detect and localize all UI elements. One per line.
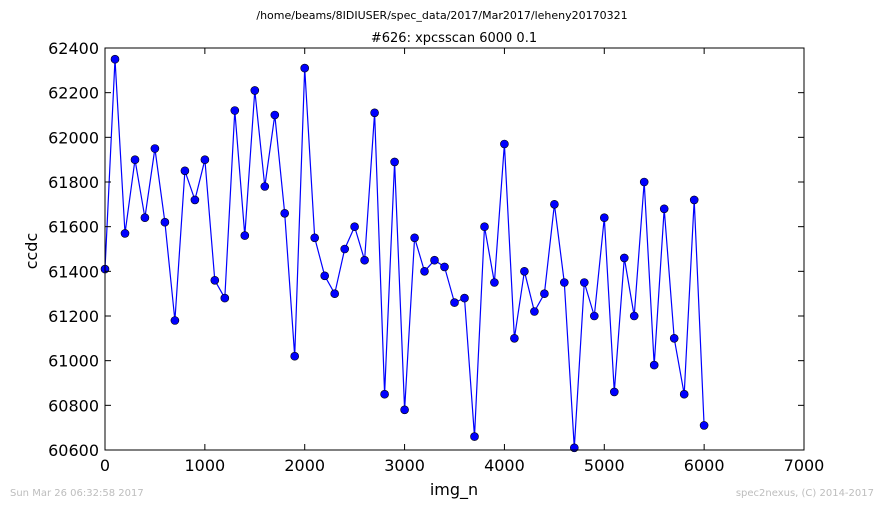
x-tick-label: 1000 <box>184 456 225 475</box>
data-point <box>510 333 519 343</box>
chart-title: #626: xpcsscan 6000 0.1 <box>371 31 537 46</box>
data-point <box>540 289 549 299</box>
data-point <box>689 195 699 205</box>
data-point <box>320 271 330 281</box>
data-point <box>130 155 140 164</box>
data-point <box>170 316 180 325</box>
data-point <box>240 231 250 240</box>
data-point <box>360 255 369 265</box>
x-tick-label: 2000 <box>284 456 325 475</box>
data-point <box>110 54 120 64</box>
data-point <box>400 405 409 415</box>
data-point <box>420 266 429 276</box>
y-tick-label: 61000 <box>48 352 99 371</box>
data-point <box>260 182 270 191</box>
data-point <box>480 222 489 231</box>
data-point <box>120 229 130 238</box>
data-point <box>380 389 389 399</box>
x-tick-label: 0 <box>100 456 110 475</box>
data-point <box>639 177 649 187</box>
data-point <box>599 213 609 222</box>
data-point <box>200 155 210 164</box>
axes-frame <box>104 47 805 451</box>
x-tick-label: 5000 <box>584 456 625 475</box>
y-tick-label: 62000 <box>48 128 99 147</box>
data-point <box>340 244 350 254</box>
y-tick-label: 62200 <box>48 84 99 103</box>
series-layer <box>100 54 709 453</box>
data-point <box>230 106 240 115</box>
data-point <box>430 255 439 265</box>
x-tick-label: 3000 <box>384 456 425 475</box>
data-point <box>310 233 320 243</box>
data-point <box>410 233 419 243</box>
data-point <box>440 262 449 272</box>
data-point <box>699 421 709 430</box>
data-point <box>559 278 569 287</box>
data-point <box>589 311 599 321</box>
data-point <box>350 222 359 231</box>
data-point <box>370 108 379 118</box>
x-tick-label: 7000 <box>784 456 825 475</box>
chart-suptitle: /home/beams/8IDIUSER/spec_data/2017/Mar2… <box>256 9 627 22</box>
data-point <box>220 293 230 303</box>
data-point <box>550 200 559 209</box>
y-tick-label: 61400 <box>48 262 99 281</box>
footer-timestamp: Sun Mar 26 06:32:58 2017 <box>10 488 144 499</box>
data-point <box>609 387 619 397</box>
data-point <box>490 278 499 287</box>
x-tick-label: 6000 <box>684 456 725 475</box>
data-point <box>180 166 190 176</box>
data-point <box>270 110 280 120</box>
x-tick-label: 4000 <box>484 456 525 475</box>
data-point <box>619 253 629 263</box>
data-point <box>669 333 679 343</box>
data-point <box>150 144 160 153</box>
x-axis-label: img_n <box>430 480 478 500</box>
footer-credit: spec2nexus, (C) 2014-2017 <box>735 488 874 499</box>
data-point <box>280 209 290 218</box>
y-tick-label: 62400 <box>48 39 99 58</box>
data-point <box>210 275 220 285</box>
data-point <box>649 360 659 370</box>
y-tick-label: 60800 <box>48 396 99 415</box>
y-tick-label: 60600 <box>48 441 99 460</box>
data-point <box>190 195 200 205</box>
data-point <box>579 278 589 287</box>
data-point <box>460 293 469 303</box>
axes-layer: 0 1000 2000 3000 4000 5000 6000 7000 60600 60800 6… <box>48 39 824 475</box>
data-point <box>390 157 399 167</box>
data-point <box>330 289 340 299</box>
data-point <box>679 389 689 399</box>
y-tick-label: 61200 <box>48 307 99 326</box>
data-point <box>659 204 669 214</box>
y-tick-label: 61800 <box>48 173 99 192</box>
data-point <box>470 432 479 441</box>
data-point <box>530 307 539 316</box>
data-point <box>520 266 529 276</box>
data-point <box>629 311 639 321</box>
y-tick-label: 61600 <box>48 218 99 237</box>
y-axis-label: ccdc <box>22 233 41 270</box>
data-point <box>450 298 459 307</box>
data-point <box>140 213 150 222</box>
data-point <box>290 351 300 361</box>
data-point <box>300 63 310 73</box>
data-point <box>160 217 170 227</box>
data-point <box>250 86 260 95</box>
data-point <box>569 443 579 453</box>
data-point <box>500 139 509 149</box>
